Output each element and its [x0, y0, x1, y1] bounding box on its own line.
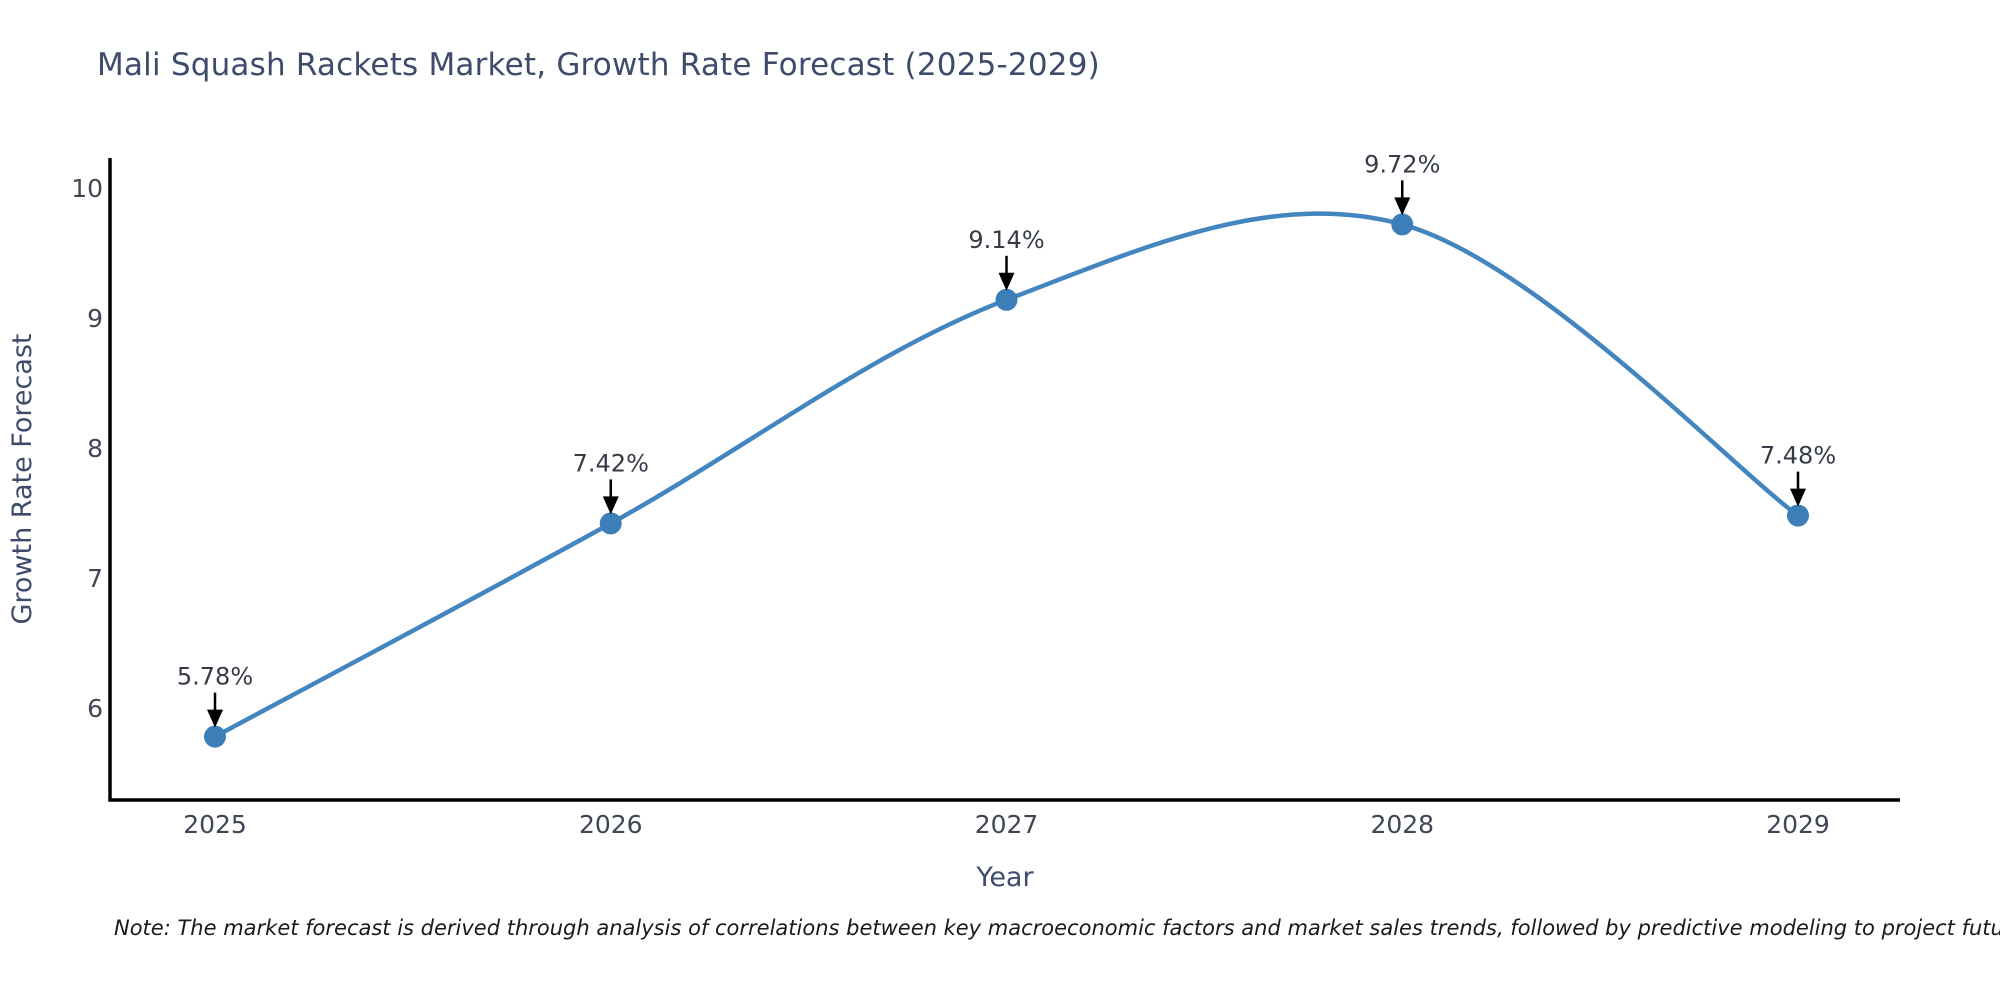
- data-point-2025: [204, 725, 226, 748]
- data-point-2029: [1787, 504, 1809, 527]
- data-label-2028: 9.72%: [1364, 150, 1440, 178]
- y-tick-label-7: 7: [87, 564, 103, 593]
- axes-spines: [108, 158, 1900, 802]
- annotation-arrowhead-icon: [1394, 197, 1411, 216]
- y-axis-title: Growth Rate Forecast: [7, 333, 38, 624]
- annotation-arrowhead-icon: [207, 709, 223, 728]
- data-point-2027: [995, 288, 1018, 311]
- data-point-2026: [599, 512, 622, 535]
- x-tick-label-2025: 2025: [183, 810, 247, 839]
- annotation-arrowhead-icon: [1790, 488, 1806, 507]
- footnote: Note: The market forecast is derived thr…: [114, 916, 2000, 940]
- data-label-2025: 5.78%: [177, 663, 253, 691]
- data-point-2028: [1391, 213, 1414, 236]
- y-tick-label-9: 9: [87, 304, 103, 333]
- data-label-2029: 7.48%: [1760, 442, 1836, 470]
- x-axis-title: Year: [975, 862, 1034, 893]
- x-tick-label-2028: 2028: [1370, 810, 1434, 839]
- x-tick-label-2027: 2027: [975, 810, 1039, 839]
- annotation-arrowhead-icon: [998, 272, 1015, 291]
- annotation-arrowhead-icon: [602, 496, 619, 515]
- y-tick-label-10: 10: [71, 174, 103, 203]
- x-tick-label-2029: 2029: [1766, 810, 1830, 839]
- y-tick-label-8: 8: [87, 434, 103, 463]
- data-label-2027: 9.14%: [968, 226, 1044, 254]
- x-tick-label-2026: 2026: [579, 810, 643, 839]
- chart-title: Mali Squash Rackets Market, Growth Rate …: [97, 47, 1100, 83]
- y-tick-label-6: 6: [87, 694, 103, 723]
- data-label-2026: 7.42%: [573, 449, 649, 477]
